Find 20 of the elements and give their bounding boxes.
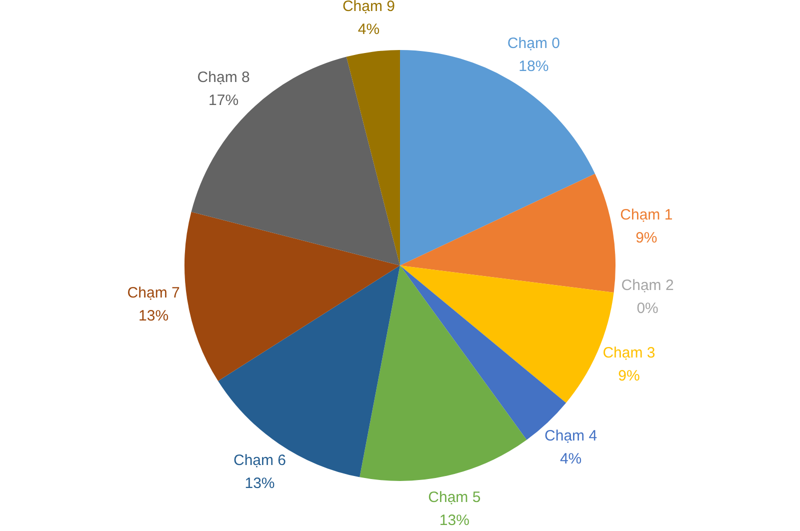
- text: 0%: [636, 300, 658, 317]
- slice-label: Chạm 7: [127, 284, 180, 302]
- data-label: 13%: [439, 512, 470, 530]
- category-label: Chạm 2: [621, 276, 674, 294]
- slice-label: Chạm 0: [507, 34, 560, 52]
- slice-label: Chạm 4: [544, 428, 598, 445]
- data-label: 9%: [636, 230, 658, 247]
- data-label: 9%: [618, 368, 640, 385]
- slice-label: Chạm 8: [197, 69, 250, 86]
- data-label: 13%: [244, 474, 275, 492]
- slice-label: Chạm 1: [620, 206, 673, 224]
- data-label: 4%: [560, 450, 582, 468]
- slice-label: Chạm 3: [602, 344, 656, 362]
- slice-label: Chạm 6: [233, 452, 286, 469]
- data-label: 18%: [518, 58, 549, 75]
- data-label: 4%: [358, 21, 380, 38]
- slice-label: Chạm 5: [428, 489, 481, 506]
- data-label: 17%: [208, 92, 239, 110]
- slice-label: Chạm 9: [342, 0, 395, 16]
- data-label: 13%: [138, 308, 169, 325]
